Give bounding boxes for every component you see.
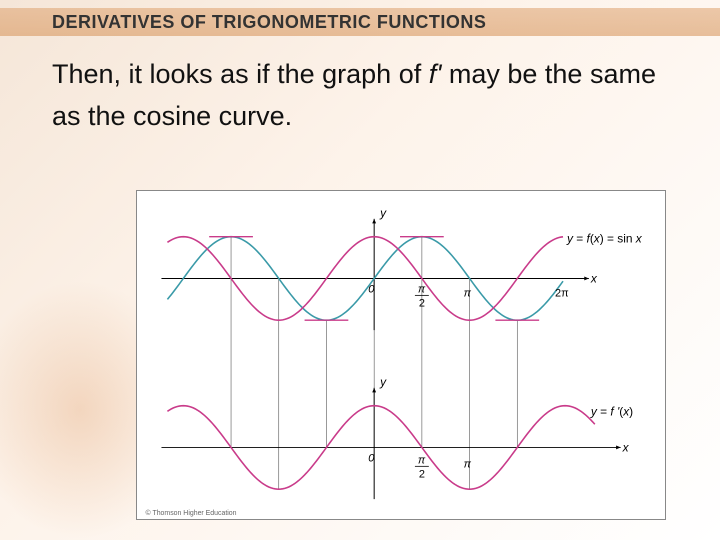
- svg-text:0: 0: [368, 452, 374, 464]
- chart-figure: yx0π2π2πy = f(x) = sin xyx0π2πy = f '(x)…: [136, 190, 666, 520]
- svg-text:0: 0: [368, 283, 374, 295]
- svg-text:π: π: [464, 287, 472, 299]
- chart-svg: yx0π2π2πy = f(x) = sin xyx0π2πy = f '(x)…: [137, 191, 665, 519]
- svg-text:x: x: [622, 440, 630, 454]
- svg-text:π: π: [418, 283, 426, 295]
- svg-text:2: 2: [419, 297, 425, 309]
- svg-text:y: y: [379, 206, 387, 220]
- svg-text:2π: 2π: [555, 287, 569, 299]
- svg-text:y = f(x) = sin x: y = f(x) = sin x: [566, 232, 643, 246]
- svg-text:2: 2: [419, 468, 425, 480]
- svg-text:π: π: [464, 458, 472, 470]
- svg-text:π: π: [418, 454, 426, 466]
- svg-text:y: y: [379, 375, 387, 389]
- body-text-fprime: f': [429, 59, 442, 89]
- slide-title: DERIVATIVES OF TRIGONOMETRIC FUNCTIONS: [52, 12, 486, 33]
- svg-text:y = f '(x): y = f '(x): [590, 405, 633, 419]
- body-text-pre: Then, it looks as if the graph of: [52, 59, 429, 89]
- svg-text:© Thomson Higher Education: © Thomson Higher Education: [146, 509, 237, 517]
- svg-text:x: x: [590, 271, 598, 285]
- slide-body: Then, it looks as if the graph of f' may…: [52, 54, 680, 138]
